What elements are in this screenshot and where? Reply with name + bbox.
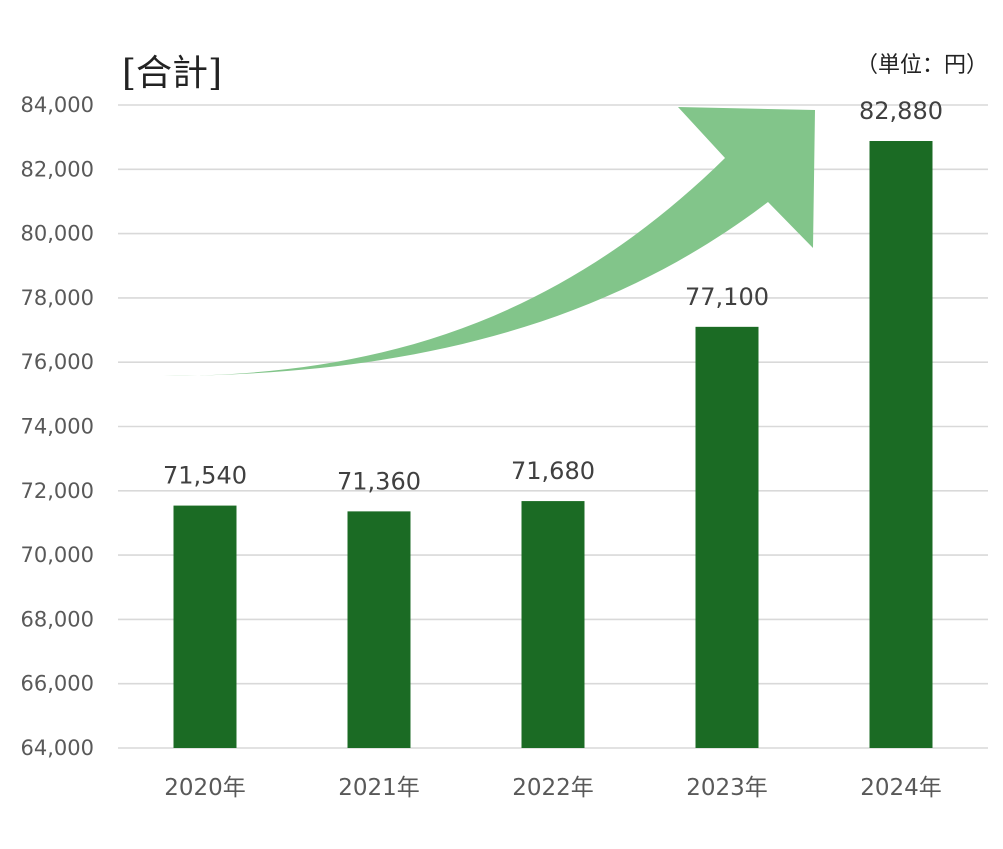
x-tick-label: 2024年 bbox=[860, 775, 942, 801]
bar bbox=[521, 501, 585, 748]
y-tick-label: 80,000 bbox=[21, 222, 94, 246]
bar bbox=[173, 505, 237, 748]
data-label: 71,360 bbox=[337, 467, 421, 495]
bar bbox=[869, 141, 933, 748]
x-tick-label: 2023年 bbox=[686, 775, 768, 801]
bars bbox=[173, 141, 933, 748]
x-tick-label: 2021年 bbox=[338, 775, 420, 801]
y-axis-ticks: 64,000 66,000 68,000 70,000 72,000 74,000 76,0… bbox=[21, 93, 94, 760]
y-tick-label: 78,000 bbox=[21, 286, 94, 310]
y-tick-label: 64,000 bbox=[21, 736, 94, 760]
x-axis-ticks: 2020年 2021年 2022年 2023年 2024年 bbox=[164, 775, 942, 801]
y-tick-label: 74,000 bbox=[21, 415, 94, 439]
trend-arrow bbox=[163, 107, 815, 376]
chart-title: [合計] bbox=[122, 53, 222, 94]
bar bbox=[347, 511, 411, 748]
data-label: 71,680 bbox=[511, 457, 595, 485]
x-tick-label: 2022年 bbox=[512, 775, 594, 801]
y-tick-label: 76,000 bbox=[21, 350, 94, 374]
data-label: 82,880 bbox=[859, 97, 943, 125]
y-tick-label: 82,000 bbox=[21, 157, 94, 181]
y-tick-label: 66,000 bbox=[21, 672, 94, 696]
y-tick-label: 84,000 bbox=[21, 93, 94, 117]
y-tick-label: 70,000 bbox=[21, 543, 94, 567]
y-tick-label: 72,000 bbox=[21, 479, 94, 503]
x-tick-label: 2020年 bbox=[164, 775, 246, 801]
value-labels: 71,540 71,360 71,680 77,100 82,880 bbox=[163, 97, 943, 495]
upward-trend-arrow bbox=[163, 107, 815, 376]
data-label: 77,100 bbox=[685, 283, 769, 311]
unit-label: （単位：円） bbox=[856, 53, 988, 78]
gridlines bbox=[118, 104, 988, 749]
bar bbox=[695, 326, 759, 748]
data-label: 71,540 bbox=[163, 462, 247, 490]
y-tick-label: 68,000 bbox=[21, 607, 94, 631]
